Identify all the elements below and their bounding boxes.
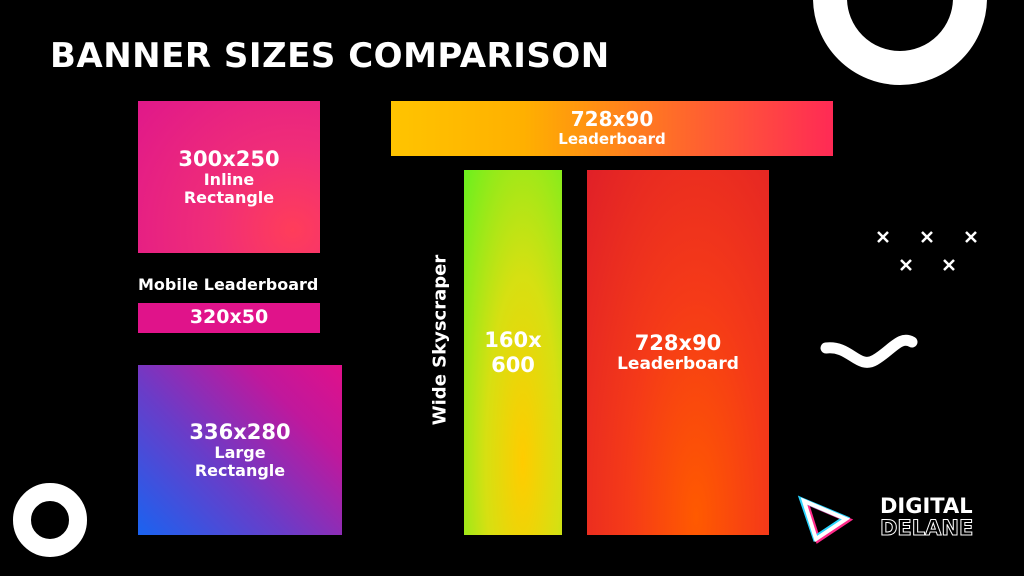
logo-text: DELANE — [879, 516, 974, 541]
ring-bottom — [13, 483, 87, 557]
banner-name: Large — [214, 442, 266, 462]
banner-size: 728x90 — [570, 107, 654, 132]
banner-caption: Mobile Leaderboard — [138, 275, 319, 294]
banner: 160x 600 — [464, 170, 562, 535]
banner-name: Rectangle — [183, 188, 275, 208]
banner: 320x50 — [138, 303, 320, 333]
banner: 336x280 Large Rectangle — [138, 365, 342, 535]
banner-size: 160x — [484, 328, 542, 353]
banner-name: Rectangle — [194, 461, 286, 481]
logo-text: DIGITAL — [880, 494, 973, 518]
banner: 728x90 Leaderboard — [587, 170, 769, 535]
banner: 300x250 Inline Rectangle — [138, 101, 320, 253]
logo-icon — [797, 495, 854, 544]
logo: DIGITAL DELANE — [879, 494, 974, 541]
banner-size: 300x250 — [178, 146, 280, 171]
banner-size: 600 — [491, 352, 535, 377]
wave — [820, 334, 918, 368]
ring-top — [813, 0, 987, 85]
x-marks — [877, 231, 977, 271]
banner: 728x90 Leaderboard — [391, 101, 833, 156]
banner-size: 336x280 — [189, 419, 291, 444]
title: BANNER SIZES COMPARISON — [50, 36, 610, 76]
banner-size: 320x50 — [189, 306, 269, 329]
banner-name: Leaderboard — [558, 130, 666, 149]
banner-name: Inline — [203, 169, 255, 189]
banner-name: Leaderboard — [617, 353, 739, 374]
banner-size: 728x90 — [634, 330, 722, 355]
banner-caption: Wide Skyscraper — [429, 254, 451, 426]
